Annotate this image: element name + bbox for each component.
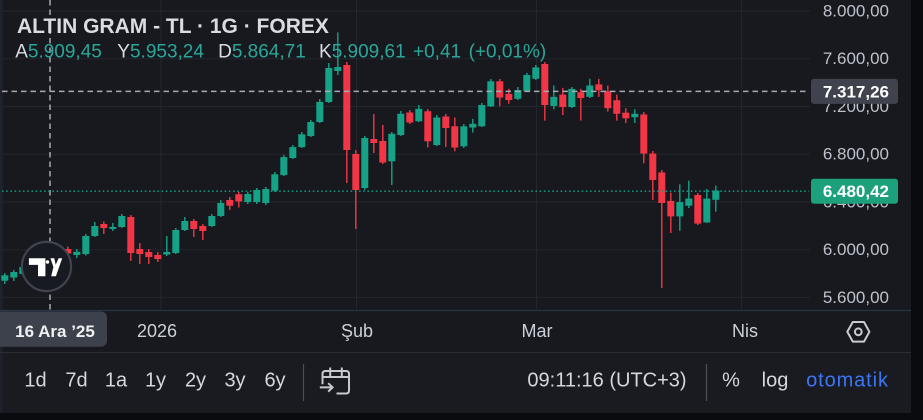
svg-text:1y: 1y	[145, 370, 166, 392]
svg-text:Y5.953,24: Y5.953,24	[117, 42, 204, 63]
svg-text:Nis: Nis	[732, 321, 758, 341]
svg-text:1d: 1d	[24, 370, 46, 392]
svg-text:2026: 2026	[137, 321, 177, 341]
svg-text:6.800,00: 6.800,00	[823, 145, 889, 164]
svg-text:+0,41: +0,41	[413, 42, 461, 63]
svg-text:7.600,00: 7.600,00	[823, 49, 889, 68]
svg-text:Şub: Şub	[341, 321, 373, 341]
svg-text:16 Ara ’25: 16 Ara ’25	[15, 322, 95, 341]
svg-text:%: %	[722, 370, 740, 392]
svg-text:5.600,00: 5.600,00	[823, 288, 889, 307]
svg-text:09:11:16 (UTC+3): 09:11:16 (UTC+3)	[527, 370, 686, 392]
svg-text:6y: 6y	[264, 370, 285, 392]
svg-text:A5.909,45: A5.909,45	[15, 42, 102, 63]
svg-text:ALTIN GRAM - TL · 1G · FOREX: ALTIN GRAM - TL · 1G · FOREX	[17, 15, 329, 38]
svg-text:D5.864,71: D5.864,71	[218, 42, 306, 63]
svg-text:2y: 2y	[185, 370, 206, 392]
svg-text:6.480,42: 6.480,42	[823, 182, 889, 201]
svg-text:8.000,00: 8.000,00	[823, 2, 889, 21]
svg-text:6.000,00: 6.000,00	[823, 240, 889, 259]
svg-text:(+0,01%): (+0,01%)	[469, 42, 547, 63]
svg-text:Mar: Mar	[522, 321, 553, 341]
svg-text:otomatik: otomatik	[806, 370, 889, 392]
svg-text:1a: 1a	[105, 370, 128, 392]
svg-text:3y: 3y	[224, 370, 245, 392]
svg-text:K5.909,61: K5.909,61	[319, 42, 406, 63]
svg-text:7d: 7d	[65, 370, 87, 392]
svg-text:log: log	[762, 370, 789, 392]
svg-text:7.317,26: 7.317,26	[823, 82, 889, 101]
